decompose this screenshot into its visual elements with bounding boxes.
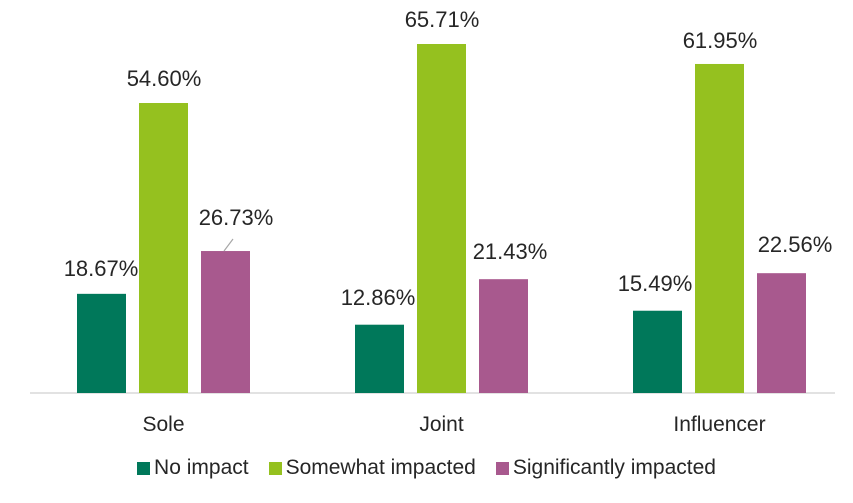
legend-label-somewhat-impacted: Somewhat impacted — [285, 456, 476, 479]
category-label-sole: Sole — [142, 413, 184, 436]
bar-influencer-no-impact — [633, 310, 682, 393]
category-label-influencer: Influencer — [673, 413, 765, 436]
legend-swatch-no-impact — [137, 461, 151, 475]
legend-label-no-impact: No impact — [154, 456, 249, 479]
legend-swatch-somewhat-impacted — [268, 461, 282, 475]
bar-joint-no-impact — [355, 324, 404, 393]
legend: No impact Somewhat impacted Significantl… — [0, 456, 853, 480]
bar-influencer-significantly-impacted — [757, 273, 806, 393]
legend-item-somewhat-impacted: Somewhat impacted — [268, 456, 476, 480]
data-label-influencer-no-impact: 15.49% — [618, 271, 693, 296]
data-label-sole-somewhat-impacted: 54.60% — [127, 66, 202, 91]
bar-sole-somewhat-impacted — [139, 103, 188, 394]
bar-joint-significantly-impacted — [479, 279, 528, 393]
data-label-joint-somewhat-impacted: 65.71% — [405, 7, 480, 32]
category-label-joint: Joint — [419, 413, 464, 436]
bar-influencer-somewhat-impacted — [695, 63, 744, 393]
bar-sole-significantly-impacted — [201, 251, 250, 393]
label-leader-line — [223, 238, 234, 252]
legend-item-significantly-impacted: Significantly impacted — [495, 456, 716, 480]
data-label-influencer-significantly-impacted: 22.56% — [758, 232, 833, 257]
data-label-joint-significantly-impacted: 21.43% — [473, 239, 548, 264]
bar-sole-no-impact — [77, 293, 126, 393]
legend-label-significantly-impacted: Significantly impacted — [512, 456, 716, 479]
data-label-sole-significantly-impacted: 26.73% — [199, 205, 274, 230]
data-label-sole-no-impact: 18.67% — [64, 256, 139, 281]
data-label-influencer-somewhat-impacted: 61.95% — [683, 28, 758, 53]
data-label-joint-no-impact: 12.86% — [341, 285, 416, 310]
legend-item-no-impact: No impact — [137, 456, 249, 480]
bar-joint-somewhat-impacted — [417, 44, 466, 393]
legend-swatch-significantly-impacted — [495, 461, 509, 475]
